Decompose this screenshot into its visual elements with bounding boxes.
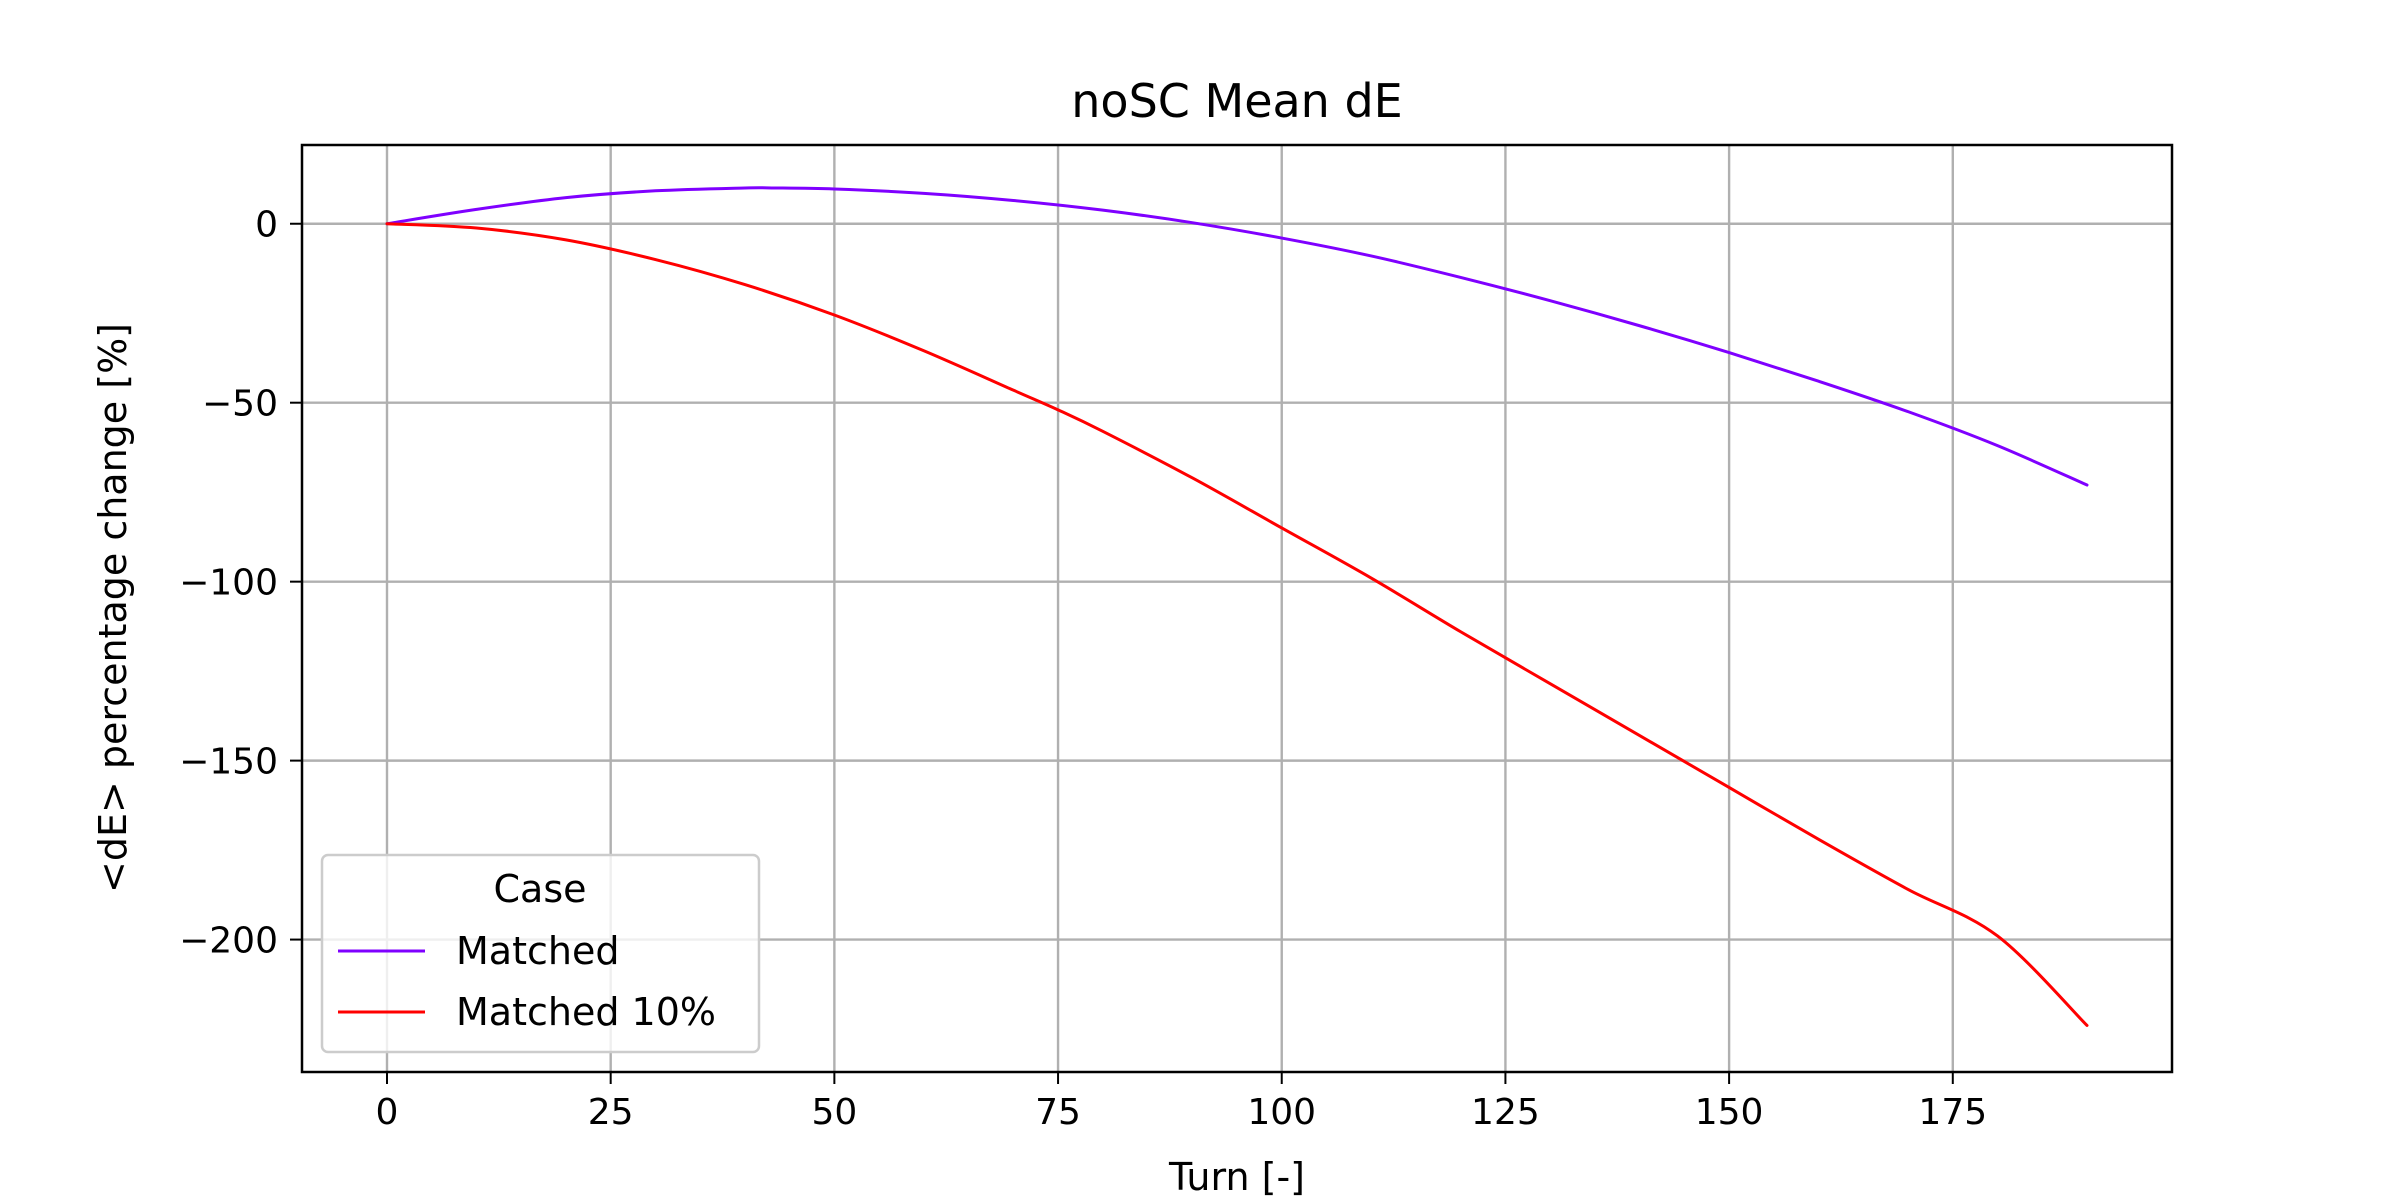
y-tick-label: −50 [202, 384, 278, 425]
legend-box [320, 853, 761, 1054]
x-axis-label: Turn [-] [1168, 1155, 1305, 1199]
y-axis-label: <dE> percentage change [%] [91, 323, 135, 893]
y-tick-label: −200 [179, 921, 278, 962]
series-group [385, 186, 2089, 1027]
legend-label-matched: Matched [456, 929, 619, 973]
axis-ticks: 0 25 50 75 100 125 150 175 0 −50 −100 −150 −200 [179, 205, 1987, 1133]
x-tick-label: 50 [811, 1092, 857, 1133]
series-line-matched [385, 186, 2089, 487]
x-tick-label: 75 [1035, 1092, 1081, 1133]
grid [302, 145, 2172, 1072]
series-line-matched-10 [385, 222, 2089, 1027]
x-tick-label: 25 [588, 1092, 634, 1133]
legend-title: Case [494, 867, 587, 911]
plot-frame [300, 143, 2174, 1074]
x-tick-label: 150 [1695, 1092, 1764, 1133]
y-tick-label: −100 [179, 563, 278, 604]
legend: Case Matched Matched 10% [320, 853, 761, 1054]
x-tick-label: 100 [1247, 1092, 1316, 1133]
x-tick-label: 0 [376, 1092, 399, 1133]
x-tick-label: 125 [1471, 1092, 1540, 1133]
chart-title: noSC Mean dE [1071, 74, 1402, 128]
y-tick-label: −150 [179, 742, 278, 783]
x-tick-label: 175 [1918, 1092, 1987, 1133]
y-tick-label: 0 [255, 205, 278, 246]
legend-label-matched-10: Matched 10% [456, 990, 716, 1034]
